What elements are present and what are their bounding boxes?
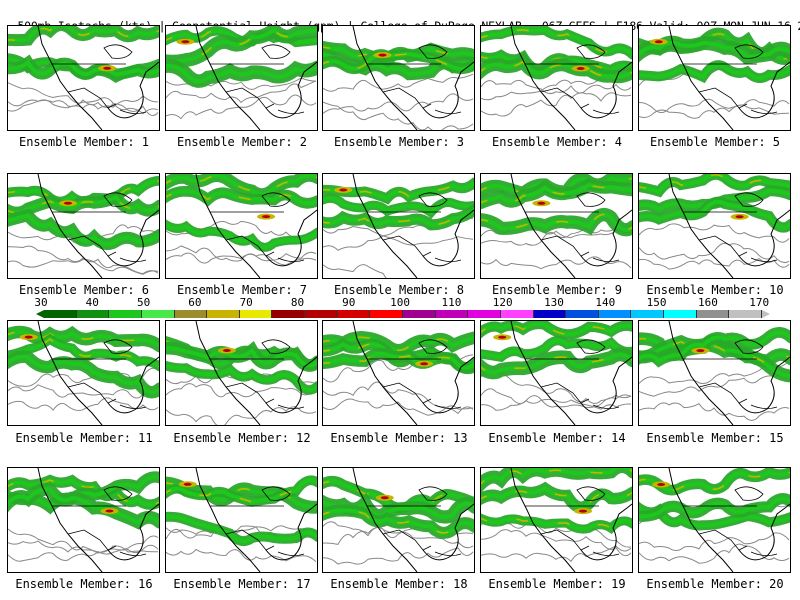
ensemble-member-label: Ensemble Member: 8 [333, 283, 465, 297]
ensemble-member-map [165, 25, 318, 131]
ensemble-member-label: Ensemble Member: 9 [491, 283, 623, 297]
colorbar-right-arrow [762, 310, 770, 318]
ensemble-member-map [322, 25, 475, 131]
colorbar-swatch [44, 310, 77, 318]
colorbar-swatch [239, 310, 273, 318]
colorbar-swatch [337, 310, 371, 318]
ensemble-member-map [480, 320, 633, 426]
colorbar-tick-label: 100 [390, 296, 411, 309]
colorbar-swatch [729, 310, 762, 318]
colorbar-tick-label: 110 [441, 296, 462, 309]
ensemble-member-label: Ensemble Member: 2 [176, 135, 308, 149]
ensemble-member-label: Ensemble Member: 19 [488, 577, 626, 591]
ensemble-member-label: Ensemble Member: 15 [646, 431, 784, 445]
ensemble-member-map [7, 320, 160, 426]
colorbar-swatch [76, 310, 110, 318]
ensemble-member-map [480, 25, 633, 131]
colorbar-swatch [468, 310, 501, 318]
ensemble-member-map [165, 320, 318, 426]
ensemble-member-map [638, 320, 791, 426]
colorbar-tick-label: 60 [188, 296, 202, 309]
ensemble-member-map [7, 173, 160, 279]
ensemble-member-label: Ensemble Member: 6 [18, 283, 150, 297]
ensemble-member-map [7, 25, 160, 131]
ensemble-member-map [7, 467, 160, 573]
ensemble-member-map [165, 467, 318, 573]
colorbar-swatch [598, 310, 632, 318]
ensemble-member-label: Ensemble Member: 4 [491, 135, 623, 149]
ensemble-member-map [322, 467, 475, 573]
ensemble-member-map [480, 467, 633, 573]
chart-header: 500mb Isotachs (kts) | Geopotential Heig… [4, 5, 800, 33]
colorbar-tick-label: 150 [646, 296, 667, 309]
ensemble-member-label: Ensemble Member: 1 [18, 135, 150, 149]
colorbar-swatch [174, 310, 208, 318]
colorbar-swatch [403, 310, 436, 318]
colorbar-tick-label: 30 [34, 296, 48, 309]
colorbar-tick-label: 130 [544, 296, 564, 309]
colorbar-swatch [370, 310, 403, 318]
colorbar-tick-label: 160 [697, 296, 718, 309]
colorbar-swatch [141, 310, 175, 318]
colorbar-segments [44, 310, 762, 318]
colorbar-swatch [566, 310, 599, 318]
ensemble-member-label: Ensemble Member: 14 [488, 431, 626, 445]
colorbar-swatch [631, 310, 665, 318]
ensemble-member-label: Ensemble Member: 10 [646, 283, 784, 297]
ensemble-member-label: Ensemble Member: 17 [173, 577, 311, 591]
ensemble-member-map [480, 173, 633, 279]
colorbar-tick-label: 70 [239, 296, 253, 309]
ensemble-member-map [322, 173, 475, 279]
colorbar-tick-label: 50 [136, 296, 151, 309]
ensemble-member-map [638, 467, 791, 573]
colorbar-tick-label: 120 [492, 296, 513, 309]
colorbar-swatch [207, 310, 240, 318]
colorbar-left-arrow [36, 310, 44, 318]
ensemble-member-map [638, 25, 791, 131]
colorbar-tick-label: 80 [290, 296, 305, 309]
ensemble-member-label: Ensemble Member: 18 [330, 577, 468, 591]
colorbar-swatch [664, 310, 697, 318]
ensemble-member-label: Ensemble Member: 5 [649, 135, 781, 149]
ensemble-member-map [322, 320, 475, 426]
colorbar-tick-label: 170 [749, 296, 770, 309]
ensemble-member-label: Ensemble Member: 16 [15, 577, 153, 591]
colorbar-swatch [533, 310, 567, 318]
ensemble-member-label: Ensemble Member: 13 [330, 431, 468, 445]
ensemble-member-label: Ensemble Member: 20 [646, 577, 784, 591]
ensemble-member-label: Ensemble Member: 11 [15, 431, 153, 445]
colorbar-swatch [696, 310, 730, 318]
ensemble-member-map [165, 173, 318, 279]
colorbar-swatch [435, 310, 469, 318]
ensemble-member-label: Ensemble Member: 12 [173, 431, 311, 445]
ensemble-member-label: Ensemble Member: 7 [176, 283, 308, 297]
colorbar-tick-label: 140 [595, 296, 616, 309]
colorbar-swatch [272, 310, 306, 318]
colorbar-tick-label: 90 [342, 296, 356, 309]
ensemble-member-map [638, 173, 791, 279]
colorbar-tick-label: 40 [85, 296, 99, 309]
ensemble-member-label: Ensemble Member: 3 [333, 135, 465, 149]
colorbar-swatch [109, 310, 142, 318]
colorbar-swatch [500, 310, 534, 318]
colorbar-swatch [305, 310, 338, 318]
